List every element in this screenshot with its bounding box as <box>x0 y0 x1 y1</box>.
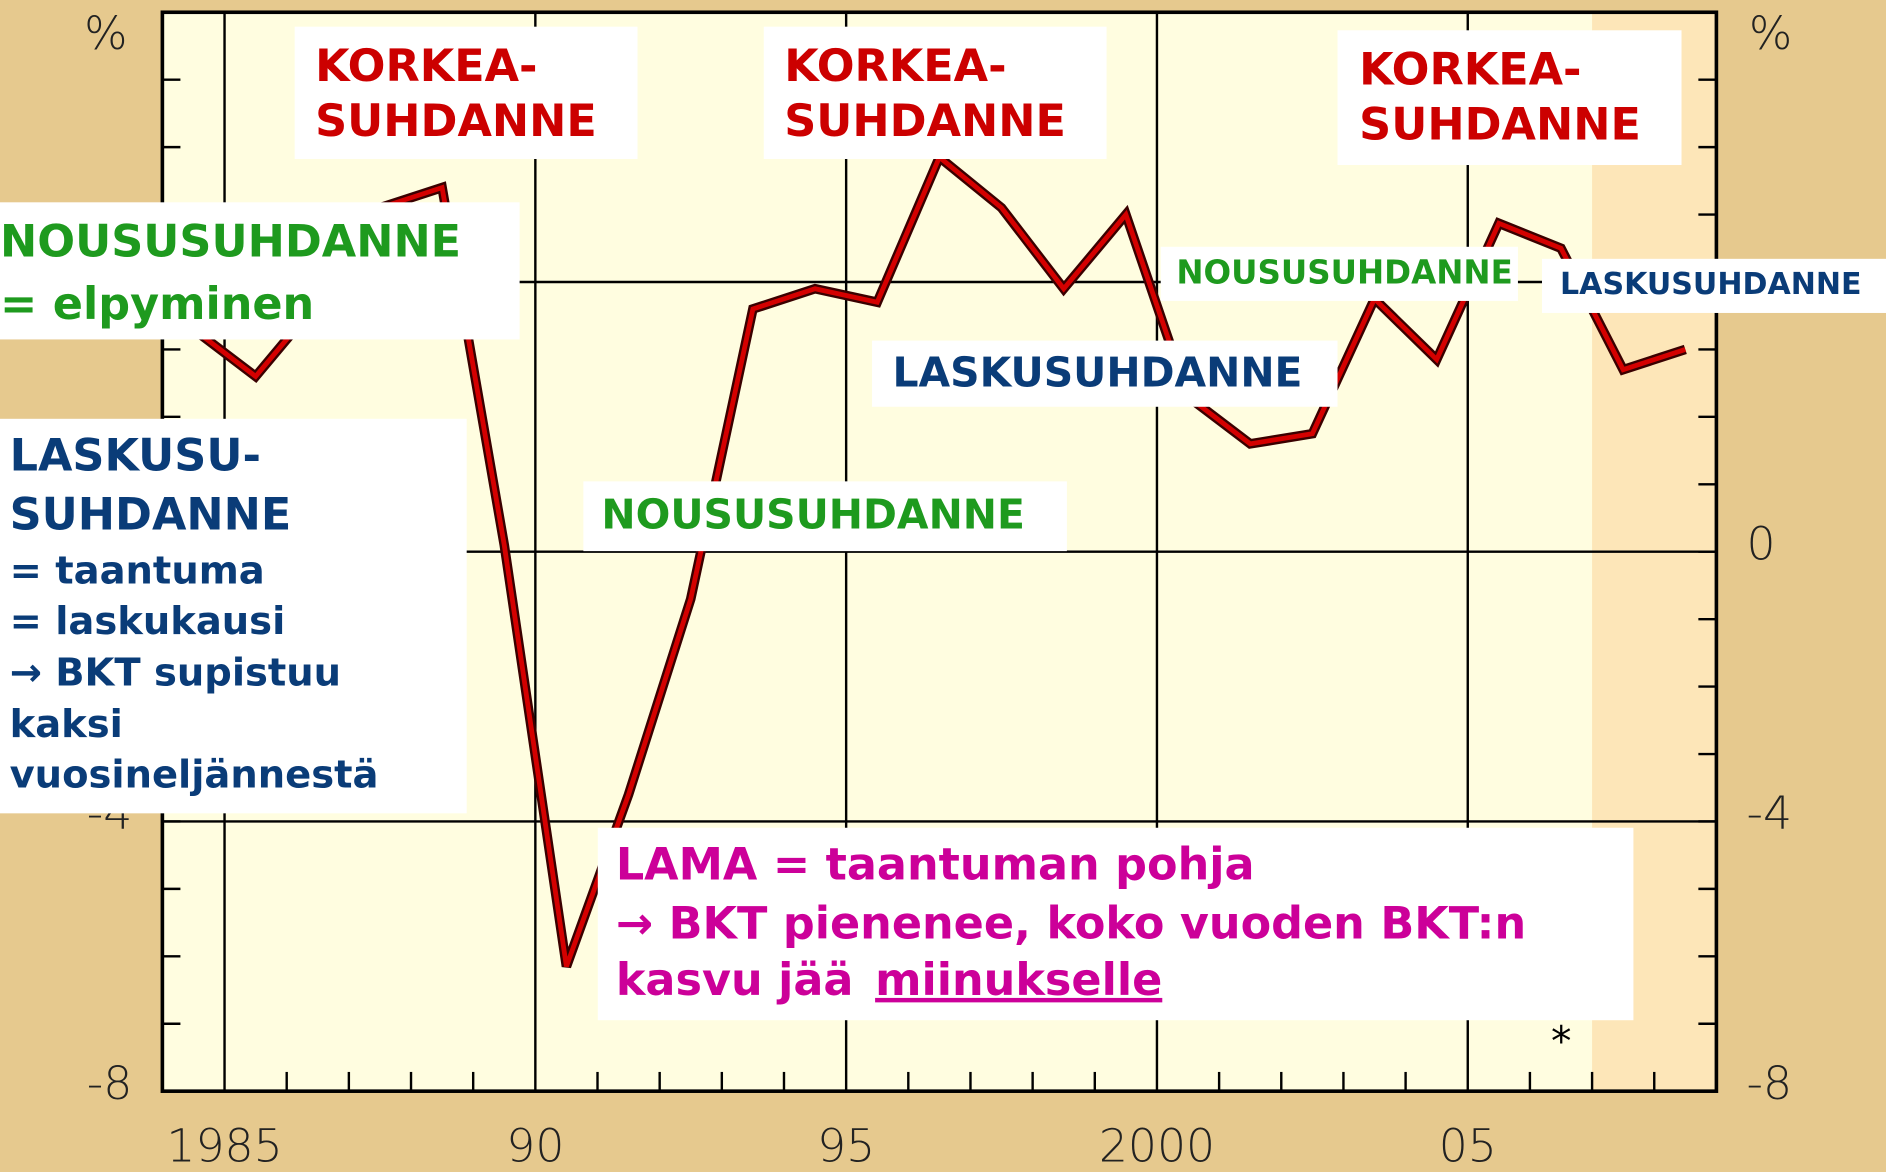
annotation-box <box>1337 30 1682 166</box>
annotation-box <box>294 26 638 160</box>
annotation-text: KORKEA- <box>784 41 1006 92</box>
y-tick-label: -8 <box>1746 1057 1792 1110</box>
annotation-text: LASKUSU- <box>10 431 261 482</box>
annotation-text: NOUSUSUHDANNE <box>601 490 1025 538</box>
annotation-text: KORKEA- <box>1359 44 1581 95</box>
y-tick-label: 0 <box>1746 517 1775 570</box>
annotation-text: LASKUSUHDANNE <box>1560 267 1862 302</box>
annotation-underlined: miinukselle <box>875 955 1162 1006</box>
y-tick-label: -4 <box>1746 787 1792 840</box>
x-tick-label: 1985 <box>166 1119 282 1172</box>
annotation-text: = laskukausi <box>10 599 286 644</box>
annotation-box <box>1541 258 1886 313</box>
annotation-text: NOUSUSUHDANNE <box>1176 253 1512 291</box>
annotation-text-part: LAMA = taantuman pohja <box>616 839 1255 890</box>
annotation-text-part: → BKT pienenee, koko vuoden BKT:n <box>616 898 1526 949</box>
annotation-text: = taantuma <box>10 548 265 593</box>
annotation-box <box>1160 246 1518 301</box>
x-tick-label: 2000 <box>1099 1119 1215 1172</box>
forecast-mark: * <box>1551 1017 1571 1065</box>
annotation-text-part: kasvu jää <box>616 955 854 1006</box>
annotation-box <box>583 481 1067 552</box>
annotation-text: LASKUSUHDANNE <box>892 349 1302 397</box>
x-tick-label: 90 <box>506 1119 564 1172</box>
annotation-text: vuosineljännestä <box>10 753 379 798</box>
annotation-text: SUHDANNE <box>315 96 597 147</box>
annotation-text: kasvu jää miinukselle <box>616 955 1162 1006</box>
annotation-box <box>763 26 1107 160</box>
annotation-text: NOUSUSUHDANNE <box>0 216 461 267</box>
annotation-box <box>872 340 1338 407</box>
annotation-box <box>0 202 520 340</box>
annotation-text: KORKEA- <box>315 41 537 92</box>
annotation-box <box>0 418 467 814</box>
annotation-text: SUHDANNE <box>10 489 292 540</box>
annotation-text: → BKT supistuu <box>10 651 341 696</box>
y-axis-label: % <box>1749 7 1792 60</box>
annotation-box <box>597 827 1634 1021</box>
annotation-text: SUHDANNE <box>784 96 1066 147</box>
y-axis-label: % <box>84 7 127 60</box>
annotation-text: = elpyminen <box>0 279 314 330</box>
annotation-text: → BKT pienenee, koko vuoden BKT:n <box>616 898 1526 949</box>
annotation-text: kaksi <box>10 702 123 747</box>
x-tick-label: 95 <box>817 1119 875 1172</box>
annotation-text: SUHDANNE <box>1359 100 1641 151</box>
annotation-text: LAMA = taantuman pohja <box>616 839 1255 890</box>
y-tick-label: -8 <box>87 1057 133 1110</box>
x-tick-label: 05 <box>1439 1119 1497 1172</box>
